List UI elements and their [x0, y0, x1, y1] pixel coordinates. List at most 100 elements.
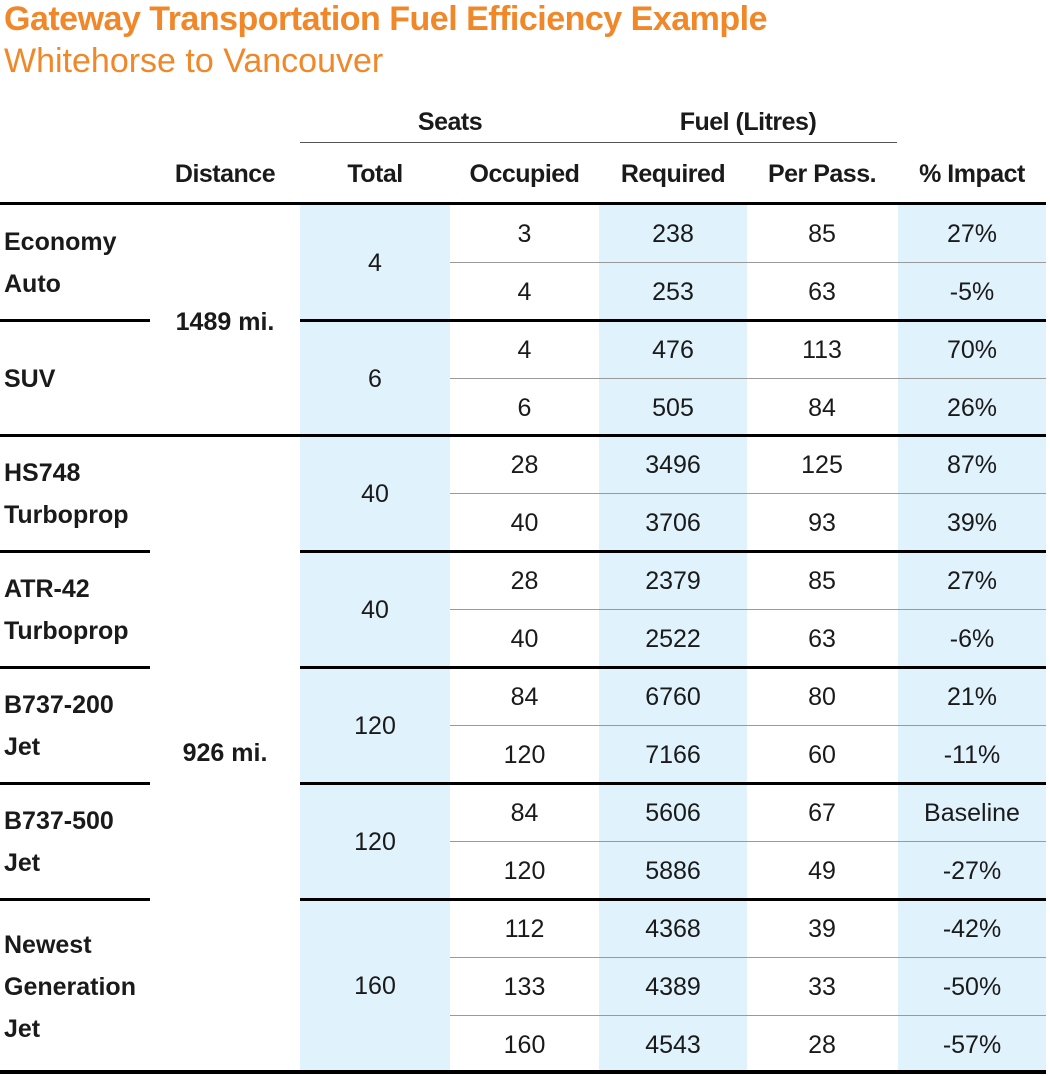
occupied-cell: 120: [503, 857, 546, 885]
group-rule: [0, 782, 150, 785]
vehicle-name-economy-auto: Economy Auto: [4, 228, 117, 298]
required-cell: 505: [652, 394, 694, 422]
group-rule: [0, 550, 150, 553]
occupied-cell: 28: [510, 567, 539, 595]
seats-fuel-header-rule: [300, 142, 897, 143]
per-pass-cell: 125: [801, 451, 843, 479]
occupied-cell: 40: [510, 509, 539, 537]
per-pass-cell: 67: [808, 799, 836, 827]
header-total: Total: [347, 160, 403, 188]
impact-cell: 26%: [946, 394, 998, 422]
total-seats: 4: [368, 249, 382, 277]
per-pass-cell: 85: [808, 220, 836, 248]
occupied-cell: 4: [517, 278, 532, 306]
page-title: Gateway Transportation Fuel Efficiency E…: [4, 0, 768, 38]
distance-road: 1489 mi.: [175, 308, 275, 336]
total-seats: 160: [354, 972, 396, 1000]
row-divider: [450, 957, 1046, 958]
row-divider: [450, 378, 1046, 379]
required-column-shade: [599, 204, 747, 1070]
per-pass-cell: 84: [808, 394, 836, 422]
per-pass-cell: 28: [808, 1031, 836, 1059]
per-pass-cell: 49: [808, 857, 836, 885]
total-column-shade: [300, 204, 450, 1070]
vehicle-name-suv: SUV: [4, 365, 56, 393]
occupied-cell: 40: [510, 625, 539, 653]
group-rule: [0, 898, 150, 901]
occupied-cell: 84: [510, 683, 539, 711]
total-seats: 6: [368, 365, 382, 393]
occupied-cell: 3: [517, 220, 532, 248]
total-seats: 120: [354, 828, 396, 856]
per-pass-cell: 93: [808, 509, 836, 537]
required-cell: 2379: [645, 567, 701, 595]
header-per-pass: Per Pass.: [767, 160, 877, 188]
header-seats: Seats: [417, 108, 483, 136]
impact-cell: -42%: [942, 915, 1002, 943]
header-impact: % Impact: [919, 160, 1025, 188]
per-pass-cell: 60: [808, 741, 836, 769]
group-rule: [300, 782, 1046, 785]
required-cell: 3706: [645, 509, 701, 537]
header-rule: [0, 202, 1046, 205]
table-bottom-rule: [0, 1070, 1046, 1074]
header-occupied: Occupied: [469, 160, 580, 188]
per-pass-cell: 33: [808, 973, 836, 1001]
vehicle-name-newest-generation-jet: Newest Generation Jet: [4, 931, 136, 1043]
group-rule: [300, 550, 1046, 553]
per-pass-cell: 113: [802, 336, 842, 364]
occupied-cell: 120: [503, 741, 546, 769]
per-pass-cell: 39: [808, 915, 836, 943]
required-cell: 4543: [645, 1031, 701, 1059]
row-divider: [450, 841, 1046, 842]
impact-cell: -57%: [942, 1031, 1002, 1059]
row-divider: [450, 493, 1046, 494]
group-rule: [0, 434, 1046, 437]
per-pass-cell: 80: [808, 683, 836, 711]
distance-air: 926 mi.: [182, 739, 268, 767]
header-required: Required: [620, 160, 726, 188]
per-pass-cell: 85: [808, 567, 836, 595]
required-cell: 7166: [645, 741, 701, 769]
impact-cell: -11%: [943, 741, 1001, 769]
vehicle-name-b737-200: B737-200 Jet: [4, 691, 114, 761]
impact-column-shade: [898, 204, 1046, 1070]
impact-cell: 21%: [946, 683, 998, 711]
group-rule: [0, 666, 150, 669]
vehicle-name-atr42: ATR-42 Turboprop: [4, 575, 129, 645]
total-seats: 40: [361, 480, 389, 508]
occupied-cell: 112: [504, 915, 545, 943]
header-fuel: Fuel (Litres): [679, 108, 817, 136]
impact-cell: -27%: [942, 857, 1002, 885]
occupied-cell: 133: [503, 973, 546, 1001]
required-cell: 2522: [645, 625, 701, 653]
impact-cell: 87%: [946, 451, 998, 479]
required-cell: 5886: [645, 857, 701, 885]
required-cell: 6760: [645, 683, 701, 711]
occupied-cell: 160: [503, 1031, 546, 1059]
impact-cell: 27%: [946, 220, 998, 248]
occupied-cell: 6: [517, 394, 532, 422]
group-rule: [300, 319, 1046, 322]
occupied-cell: 28: [510, 451, 539, 479]
row-divider: [450, 262, 1046, 263]
vehicle-name-hs748: HS748 Turboprop: [4, 459, 129, 529]
group-rule: [300, 898, 1046, 901]
occupied-cell: 4: [517, 336, 532, 364]
impact-cell: Baseline: [924, 799, 1020, 827]
required-cell: 3496: [645, 451, 701, 479]
impact-cell: -50%: [942, 973, 1002, 1001]
row-divider: [450, 609, 1046, 610]
group-rule: [0, 319, 150, 322]
page-subtitle: Whitehorse to Vancouver: [4, 42, 384, 80]
per-pass-cell: 63: [808, 278, 836, 306]
total-seats: 40: [361, 596, 389, 624]
total-seats: 120: [354, 712, 396, 740]
vehicle-name-b737-500: B737-500 Jet: [4, 807, 114, 877]
group-rule: [300, 666, 1046, 669]
row-divider: [450, 1015, 1046, 1016]
required-cell: 476: [652, 336, 694, 364]
impact-cell: 27%: [946, 567, 998, 595]
per-pass-cell: 63: [808, 625, 836, 653]
row-divider: [450, 725, 1046, 726]
